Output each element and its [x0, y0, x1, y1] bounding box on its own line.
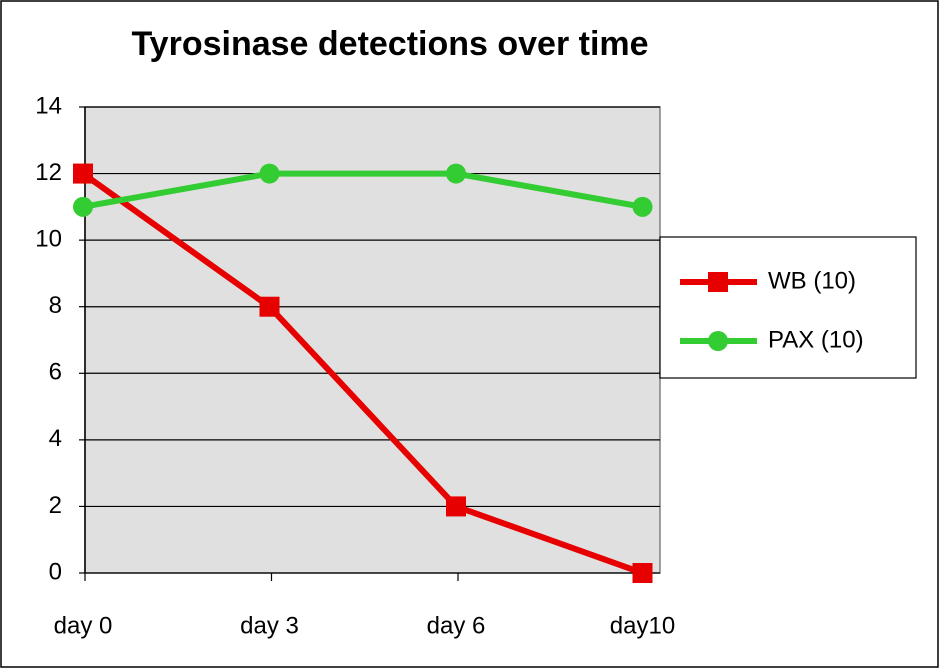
data-point	[259, 296, 280, 317]
data-point	[446, 163, 466, 184]
y-tick-label: 6	[49, 359, 62, 386]
legend-marker	[708, 272, 728, 292]
y-tick-label: 2	[49, 492, 62, 519]
legend-box	[659, 236, 917, 379]
data-point	[632, 196, 653, 217]
y-tick-label: 14	[35, 92, 62, 119]
plot-area	[84, 106, 661, 574]
data-point	[73, 163, 93, 184]
legend-marker	[708, 331, 728, 351]
y-tick-label: 12	[35, 159, 62, 186]
legend-label: WB (10)	[768, 267, 856, 294]
data-point	[446, 496, 466, 517]
x-tick-label: day 0	[54, 612, 113, 639]
y-tick-label: 8	[49, 292, 62, 319]
data-point	[632, 563, 653, 583]
x-tick-label: day 6	[427, 612, 486, 639]
data-point	[73, 196, 93, 217]
y-tick-label: 4	[49, 425, 62, 452]
x-tick-label: day10	[610, 612, 675, 639]
x-tick-label: day 3	[240, 612, 299, 639]
data-point	[259, 163, 280, 184]
legend-label: PAX (10)	[768, 326, 864, 353]
chart-title: Tyrosinase detections over time	[131, 25, 648, 63]
series-line	[82, 170, 644, 210]
y-tick-label: 0	[49, 558, 62, 585]
y-tick-label: 10	[35, 225, 62, 252]
series-line	[81, 171, 644, 576]
